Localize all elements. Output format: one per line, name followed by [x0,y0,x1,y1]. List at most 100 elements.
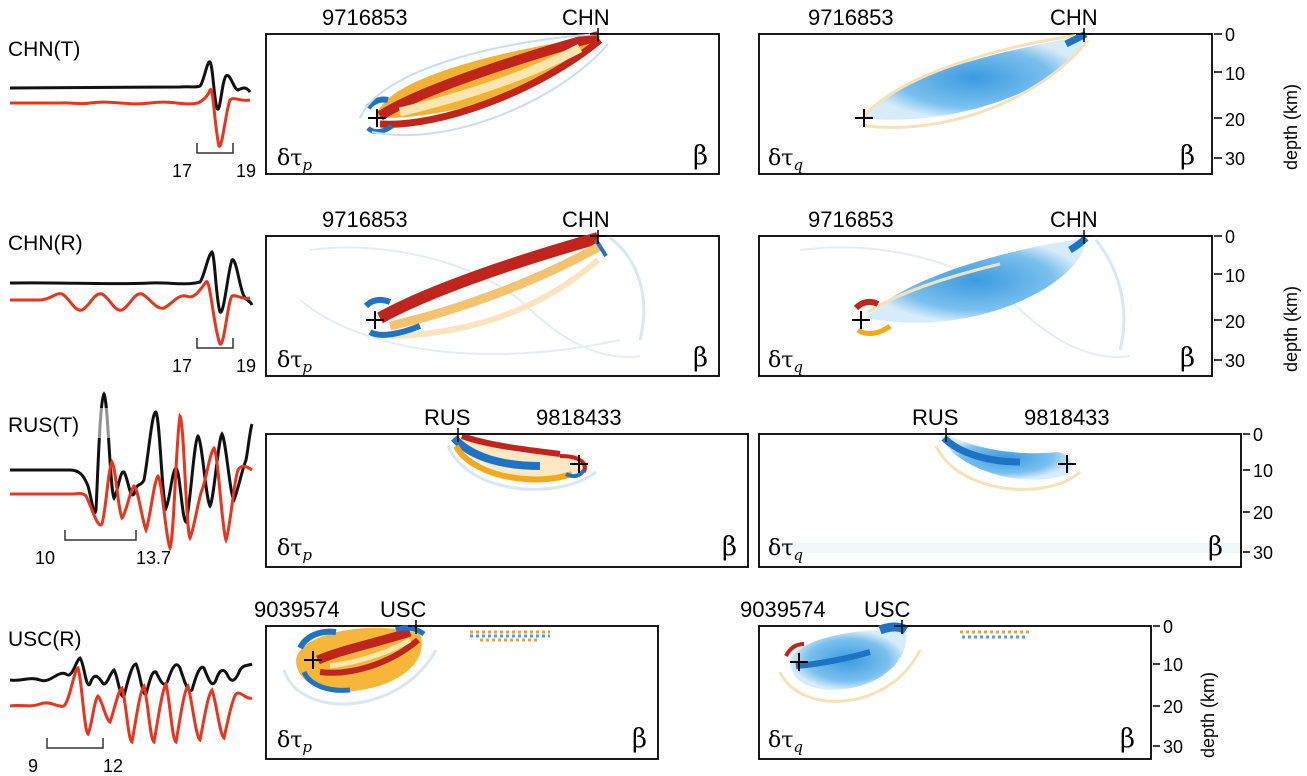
source-marker [855,109,873,127]
kernel-field [770,435,1240,553]
time-bracket [46,738,104,749]
kernel-panel-q: 9039574 USC δτq β [740,597,1152,760]
kernel-field [778,622,1030,703]
kernel-symbol: δτp [277,536,312,564]
synthetic-trace [10,280,251,346]
kernel-symbol: δτp [277,348,312,376]
kernel-panel-q: 9716853 CHN δτq β [758,5,1213,175]
receiver-marker [590,28,606,42]
waveforms: 17 19 [9,250,256,376]
station-label: CHN [562,207,610,232]
depth-tick: 10 [1253,461,1273,481]
depth-tick: 10 [1225,64,1245,84]
synthetic-trace [9,665,253,745]
kernel-panel-q: RUS 9818433 δτq β [758,405,1242,568]
depth-axis: 0 10 20 30 depth (km) [1153,617,1218,758]
kernel-panel-q: 9716853 CHN δτq β [758,207,1213,377]
kernel-symbol: δτq [768,536,803,564]
kernel-symbol: δτp [277,728,312,756]
material-label: β [1180,343,1195,373]
source-label: 9716853 [808,5,894,30]
receiver-marker [408,620,424,634]
receiver-marker [1076,28,1092,42]
depth-tick: 30 [1225,149,1245,169]
kernel-symbol: δτq [768,146,803,174]
kernel-panel-p: 9039574 USC δτp β [254,597,659,760]
station-label: RUS [912,405,958,430]
kernel-panel-p: RUS 9818433 δτp β [265,405,749,568]
material-label: β [693,141,708,171]
time-bracket [64,530,137,541]
time-end-label: 12 [103,756,123,776]
observed-trace [9,656,253,698]
source-label: 9716853 [808,207,894,232]
source-marker [366,311,384,329]
depth-tick: 0 [1163,617,1173,637]
material-label: β [1120,724,1135,754]
kernel-field [359,31,609,137]
time-start-label: 17 [172,161,192,181]
time-bracket [196,338,234,349]
synthetic-trace [10,412,253,552]
trace-label: USC(R) [8,628,82,651]
depth-tick: 0 [1225,25,1235,45]
observed-trace [9,250,254,314]
station-label: RUS [424,405,470,430]
kernel-field [799,235,1131,358]
depth-axis: 0 10 20 30 [1243,425,1273,563]
depth-tick: 0 [1253,425,1263,445]
time-end-label: 19 [236,161,256,181]
time-end-label: 19 [236,356,256,376]
depth-axis: 0 10 20 30 depth (km) [1214,25,1301,170]
source-label: 9818433 [536,405,622,430]
source-label: 9818433 [1024,405,1110,430]
depth-tick: 10 [1225,266,1245,286]
station-label: CHN [1050,5,1098,30]
kernel-field [299,232,646,358]
kernel-field [446,433,597,491]
source-marker [304,651,322,669]
kernel-panel-p: 9716853 CHN δτp β [265,5,720,175]
receiver-marker [894,620,910,634]
kernel-symbol: δτp [277,146,312,174]
material-label: β [1208,532,1223,562]
receiver-marker [1076,230,1092,244]
depth-axis: 0 10 20 30 depth (km) [1214,227,1301,372]
source-label: 9039574 [740,597,826,622]
waveforms: 17 19 [9,60,256,181]
source-marker [368,109,386,127]
depth-tick: 10 [1163,655,1183,675]
station-label: USC [864,597,911,622]
depth-tick: 20 [1225,110,1245,130]
receiver-marker [450,428,466,442]
depth-tick: 20 [1253,503,1273,523]
depth-tick: 20 [1163,697,1183,717]
time-start-label: 9 [28,756,38,776]
depth-axis-label: depth (km) [1281,84,1301,170]
source-marker [1058,455,1076,473]
time-start-label: 17 [172,356,192,376]
row-usc-r: USC(R) 9 12 9039574 [8,597,1218,776]
synthetic-trace [10,88,251,148]
source-marker [852,311,870,329]
source-label: 9716853 [322,207,408,232]
waveforms: 9 12 [9,656,253,776]
row-rus-t: 10 13.7 RUS(T) RUS 9818433 δτp β [6,391,1273,568]
trace-label: CHN(T) [8,38,80,61]
kernel-panel-p: 9716853 CHN δτp β [265,207,720,377]
material-label: β [1180,141,1195,171]
source-label: 9039574 [254,597,340,622]
observed-trace [9,60,252,111]
depth-axis-label: depth (km) [1281,286,1301,372]
source-marker [570,455,588,473]
label-backdrop [6,408,124,438]
kernel-symbol: δτq [768,348,803,376]
material-label: β [632,724,647,754]
depth-tick: 30 [1163,737,1183,757]
row-chn-t: CHN(T) 17 19 9716853 CHN [8,5,1301,181]
row-chn-r: CHN(R) 17 19 9716853 CH [8,207,1301,377]
depth-tick: 0 [1225,227,1235,247]
material-label: β [722,532,737,562]
observed-trace [10,391,254,525]
